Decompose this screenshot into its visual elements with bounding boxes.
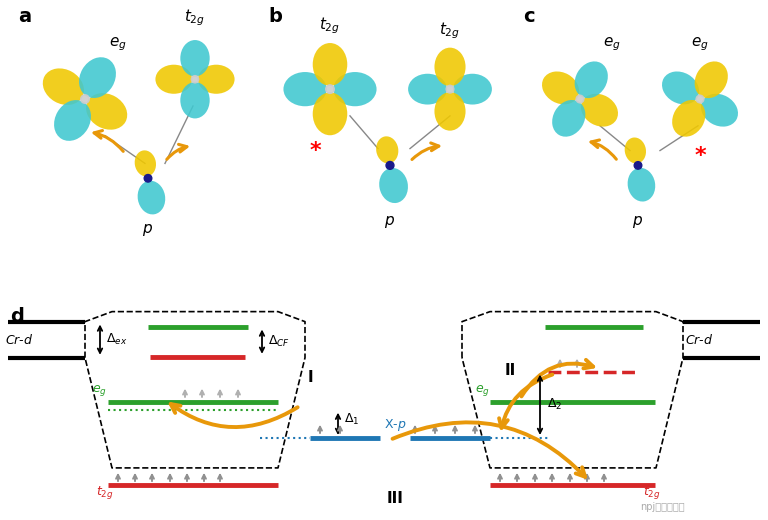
Text: Cr-$d$: Cr-$d$	[5, 333, 33, 347]
Text: $e_g$: $e_g$	[691, 36, 709, 53]
Ellipse shape	[54, 100, 91, 141]
Ellipse shape	[333, 72, 376, 106]
Text: *: *	[694, 146, 706, 165]
Text: $\Delta_2$: $\Delta_2$	[547, 397, 562, 412]
Text: b: b	[268, 7, 282, 26]
Ellipse shape	[552, 100, 585, 137]
Ellipse shape	[313, 93, 347, 135]
Ellipse shape	[581, 94, 618, 127]
Ellipse shape	[144, 175, 152, 182]
Ellipse shape	[180, 82, 210, 119]
Text: d: d	[10, 307, 24, 326]
Text: $t_{2g}$: $t_{2g}$	[96, 484, 114, 501]
Ellipse shape	[624, 137, 646, 163]
Ellipse shape	[672, 100, 705, 137]
Text: I: I	[307, 370, 313, 385]
Ellipse shape	[694, 61, 728, 98]
Ellipse shape	[79, 57, 116, 98]
Text: III: III	[386, 491, 403, 506]
Ellipse shape	[662, 71, 699, 105]
Ellipse shape	[313, 43, 347, 86]
Ellipse shape	[542, 71, 579, 105]
Text: X-$p$: X-$p$	[384, 417, 406, 433]
Text: $t_{2g}$: $t_{2g}$	[319, 16, 340, 36]
Text: $e_g$: $e_g$	[92, 383, 107, 398]
Text: $e_g$: $e_g$	[109, 36, 127, 53]
Text: $p$: $p$	[633, 214, 644, 230]
Ellipse shape	[453, 74, 492, 105]
Text: $p$: $p$	[385, 214, 396, 230]
Ellipse shape	[576, 95, 584, 103]
Text: $p$: $p$	[143, 222, 154, 238]
Text: a: a	[18, 7, 31, 26]
Text: npj计算材料学: npj计算材料学	[640, 502, 684, 512]
Ellipse shape	[634, 162, 642, 169]
Ellipse shape	[376, 136, 399, 163]
Ellipse shape	[86, 93, 127, 129]
Text: $t_{2g}$: $t_{2g}$	[184, 8, 206, 29]
Ellipse shape	[627, 168, 655, 202]
Ellipse shape	[283, 72, 326, 106]
Text: c: c	[523, 7, 535, 26]
Text: *: *	[310, 140, 321, 161]
Text: $\Delta_1$: $\Delta_1$	[344, 412, 359, 427]
Ellipse shape	[435, 92, 465, 131]
Text: $e_g$: $e_g$	[475, 383, 490, 398]
Ellipse shape	[155, 64, 192, 94]
Ellipse shape	[198, 64, 234, 94]
Ellipse shape	[386, 162, 394, 170]
Text: $t_{2g}$: $t_{2g}$	[439, 21, 461, 42]
Ellipse shape	[43, 69, 84, 105]
Ellipse shape	[180, 40, 210, 76]
Ellipse shape	[81, 95, 89, 103]
Ellipse shape	[435, 48, 465, 86]
Ellipse shape	[696, 95, 704, 103]
Text: $\Delta_{CF}$: $\Delta_{CF}$	[268, 334, 290, 349]
Text: Cr-$d$: Cr-$d$	[685, 333, 713, 347]
Ellipse shape	[191, 75, 199, 83]
Ellipse shape	[701, 94, 738, 127]
Ellipse shape	[379, 168, 408, 203]
Ellipse shape	[446, 85, 454, 93]
Text: $t_{2g}$: $t_{2g}$	[643, 484, 660, 501]
Ellipse shape	[408, 74, 447, 105]
Text: II: II	[505, 363, 515, 378]
Ellipse shape	[574, 61, 607, 98]
Text: $e_g$: $e_g$	[603, 36, 621, 53]
Ellipse shape	[326, 85, 334, 94]
Ellipse shape	[134, 150, 156, 176]
Text: $\Delta_{ex}$: $\Delta_{ex}$	[106, 332, 127, 347]
Ellipse shape	[137, 181, 165, 214]
